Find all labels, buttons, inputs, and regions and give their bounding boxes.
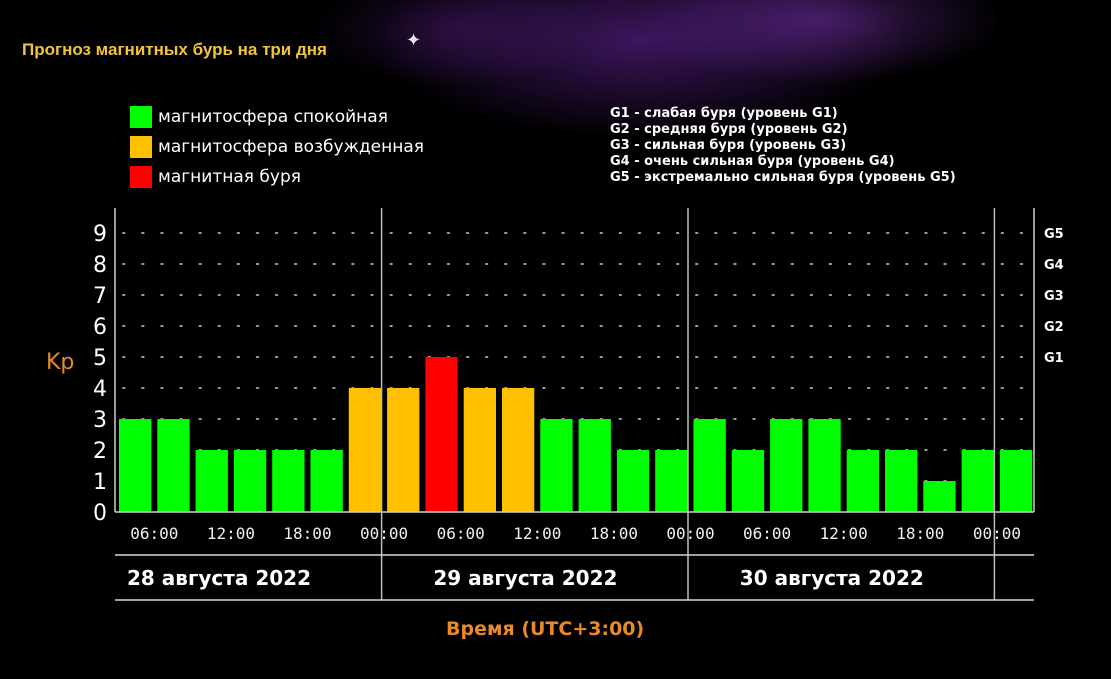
- x-tick-label: 06:00: [130, 524, 178, 543]
- y-tick-label: 2: [93, 439, 107, 464]
- g-tick-label: G3: [1044, 289, 1064, 304]
- bar: [578, 419, 611, 512]
- x-tick-label: 06:00: [437, 524, 485, 543]
- x-tick-label: 18:00: [590, 524, 638, 543]
- bar: [655, 450, 688, 512]
- bar: [195, 450, 228, 512]
- g-level-g5: G5 - экстремально сильная буря (уровень …: [610, 170, 956, 185]
- x-axis-title: Время (UTC+3:00): [446, 618, 645, 640]
- bar: [157, 419, 190, 512]
- g-level-g4: G4 - очень сильная буря (уровень G4): [610, 154, 895, 169]
- legend-label: магнитная буря: [158, 167, 301, 187]
- bar: [348, 388, 382, 512]
- bar: [770, 419, 803, 512]
- g-level-g2: G2 - средняя буря (уровень G2): [610, 122, 848, 137]
- bar: [233, 450, 267, 512]
- y-tick-label: 6: [93, 315, 107, 340]
- legend-swatch-red: [130, 166, 152, 188]
- legend-label: магнитосфера спокойная: [158, 107, 388, 127]
- y-tick-label: 7: [93, 284, 107, 309]
- y-tick-label: 8: [93, 253, 107, 278]
- g-tick-label: G5: [1044, 227, 1064, 242]
- bar: [272, 450, 305, 512]
- legend-swatch-orange: [130, 136, 152, 158]
- x-tick-label: 06:00: [743, 524, 791, 543]
- g-tick-label: G1: [1044, 351, 1064, 366]
- legend-swatch-green: [130, 106, 152, 128]
- bar: [387, 388, 420, 512]
- star-icon: ✦: [406, 30, 422, 51]
- bar: [731, 450, 765, 512]
- y-tick-label: 9: [93, 222, 107, 247]
- legend-item-quiet: магнитосфера спокойная: [130, 106, 388, 128]
- g-level-g3: G3 - сильная буря (уровень G3): [610, 138, 847, 153]
- bar: [693, 419, 726, 512]
- bar: [616, 450, 650, 512]
- g-tick-label: G2: [1044, 320, 1064, 335]
- x-tick-label: 00:00: [360, 524, 408, 543]
- y-axis-title: Kp: [46, 350, 74, 375]
- bar: [425, 357, 458, 512]
- day-label: 30 августа 2022: [740, 566, 924, 590]
- legend-label: магнитосфера возбужденная: [158, 137, 424, 157]
- bar: [999, 450, 1033, 512]
- x-tick-label: 12:00: [513, 524, 561, 543]
- day-label: 29 августа 2022: [433, 566, 617, 590]
- bar: [310, 450, 343, 512]
- bar: [502, 388, 535, 512]
- bar: [119, 419, 152, 512]
- y-tick-label: 5: [93, 346, 107, 371]
- x-tick-label: 00:00: [666, 524, 714, 543]
- legend-item-storm: магнитная буря: [130, 166, 301, 188]
- legend-item-active: магнитосфера возбужденная: [130, 136, 424, 158]
- g-tick-label: G4: [1044, 258, 1064, 273]
- page-title: Прогноз магнитных бурь на три дня: [22, 40, 327, 59]
- bar: [540, 419, 573, 512]
- x-tick-label: 00:00: [973, 524, 1021, 543]
- g-level-g1: G1 - слабая буря (уровень G1): [610, 106, 838, 121]
- y-tick-label: 4: [93, 377, 107, 402]
- day-label: 28 августа 2022: [127, 566, 311, 590]
- x-tick-label: 18:00: [283, 524, 331, 543]
- bar: [923, 481, 956, 512]
- bar: [808, 419, 841, 512]
- bar: [846, 450, 879, 512]
- y-tick-label: 1: [93, 470, 107, 495]
- bar: [961, 450, 994, 512]
- y-tick-label: 3: [93, 408, 107, 433]
- x-tick-label: 12:00: [207, 524, 255, 543]
- x-tick-label: 18:00: [896, 524, 944, 543]
- bar: [885, 450, 918, 512]
- x-tick-label: 12:00: [820, 524, 868, 543]
- y-tick-label: 0: [93, 501, 107, 526]
- bar: [463, 388, 496, 512]
